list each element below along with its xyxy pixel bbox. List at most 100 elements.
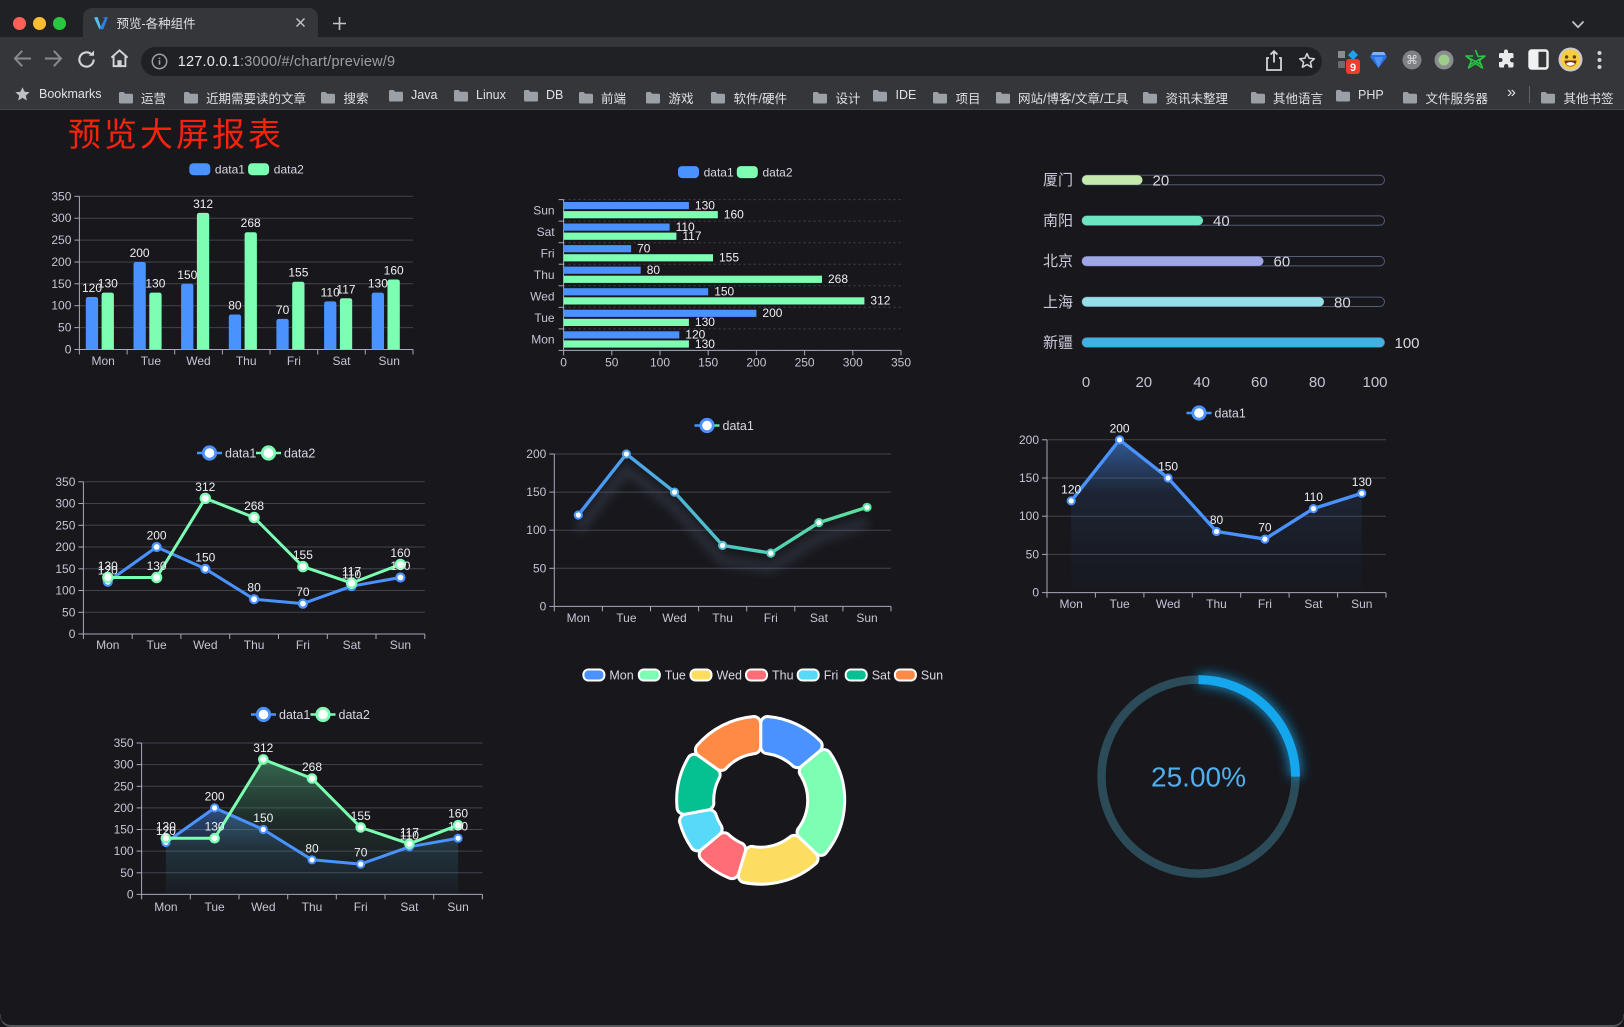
svg-text:Wed: Wed	[662, 611, 686, 625]
svg-text:20: 20	[1153, 173, 1170, 190]
svg-text:data1: data1	[704, 165, 734, 179]
svg-text:130: 130	[695, 315, 715, 329]
svg-text:130: 130	[205, 820, 225, 834]
svg-text:50: 50	[605, 356, 619, 370]
svg-text:Fri: Fri	[296, 638, 310, 652]
svg-text:Fri: Fri	[1258, 597, 1272, 611]
svg-text:117: 117	[336, 282, 355, 296]
svg-text:268: 268	[828, 272, 848, 286]
svg-text:200: 200	[130, 246, 150, 260]
svg-text:150: 150	[51, 277, 71, 291]
svg-text:0: 0	[65, 343, 72, 357]
svg-text:Thu: Thu	[534, 268, 555, 282]
svg-text:100: 100	[114, 844, 134, 858]
svg-text:130: 130	[695, 337, 715, 351]
svg-text:350: 350	[114, 736, 134, 750]
svg-text:50: 50	[58, 321, 72, 335]
svg-text:50: 50	[62, 605, 76, 619]
svg-text:268: 268	[244, 499, 264, 513]
svg-text:Tue: Tue	[141, 354, 162, 368]
svg-text:Tue: Tue	[146, 638, 167, 652]
svg-text:Sat: Sat	[1304, 597, 1323, 611]
svg-text:Sat: Sat	[810, 611, 829, 625]
svg-text:80: 80	[247, 581, 261, 595]
svg-text:300: 300	[51, 211, 71, 225]
svg-text:200: 200	[55, 540, 75, 554]
svg-text:100: 100	[55, 584, 75, 598]
svg-text:新疆: 新疆	[1043, 334, 1073, 351]
svg-text:Sat: Sat	[343, 638, 362, 652]
svg-text:200: 200	[526, 447, 546, 461]
svg-text:250: 250	[795, 356, 815, 370]
svg-text:312: 312	[193, 197, 213, 211]
svg-text:Mon: Mon	[96, 638, 119, 652]
svg-text:0: 0	[127, 887, 134, 901]
svg-text:110: 110	[321, 285, 340, 299]
svg-text:130: 130	[695, 198, 715, 212]
svg-text:40: 40	[1213, 213, 1230, 230]
svg-text:70: 70	[276, 303, 290, 317]
svg-text:160: 160	[390, 546, 410, 560]
svg-text:117: 117	[400, 825, 419, 839]
svg-text:60: 60	[1274, 254, 1291, 271]
svg-text:厦门: 厦门	[1043, 172, 1073, 189]
svg-text:150: 150	[253, 811, 273, 825]
svg-text:200: 200	[762, 306, 782, 320]
svg-text:70: 70	[637, 242, 651, 256]
svg-text:70: 70	[1258, 521, 1272, 535]
svg-text:Sun: Sun	[921, 669, 943, 683]
svg-text:200: 200	[746, 356, 766, 370]
svg-text:Tue: Tue	[616, 611, 637, 625]
svg-text:Mon: Mon	[609, 669, 633, 683]
svg-text:Tue: Tue	[665, 669, 686, 683]
svg-text:Sat: Sat	[537, 225, 556, 239]
svg-text:70: 70	[354, 846, 368, 860]
svg-text:200: 200	[1019, 433, 1039, 447]
svg-text:350: 350	[51, 189, 71, 203]
svg-text:200: 200	[205, 789, 225, 803]
svg-text:Tue: Tue	[204, 900, 225, 914]
svg-text:Mon: Mon	[1060, 597, 1083, 611]
svg-text:250: 250	[114, 779, 134, 793]
svg-text:Sun: Sun	[1351, 597, 1372, 611]
svg-text:80: 80	[305, 841, 319, 855]
svg-text:312: 312	[870, 294, 890, 308]
svg-text:110: 110	[342, 568, 361, 582]
svg-text:350: 350	[891, 356, 911, 370]
svg-text:130: 130	[368, 277, 388, 291]
svg-text:Tue: Tue	[1109, 597, 1130, 611]
svg-text:300: 300	[843, 356, 863, 370]
svg-text:130: 130	[147, 559, 167, 573]
svg-text:150: 150	[195, 550, 215, 564]
svg-text:Sun: Sun	[390, 638, 411, 652]
svg-text:117: 117	[342, 565, 361, 579]
svg-text:data2: data2	[284, 447, 315, 461]
svg-text:Tue: Tue	[534, 311, 555, 325]
svg-text:50: 50	[120, 866, 134, 880]
svg-text:155: 155	[351, 809, 371, 823]
svg-text:data2: data2	[763, 165, 793, 179]
svg-text:150: 150	[1158, 460, 1178, 474]
svg-text:100: 100	[526, 523, 546, 537]
svg-text:100: 100	[1019, 509, 1039, 523]
svg-text:⌘: ⌘	[1406, 53, 1418, 67]
svg-text:200: 200	[1110, 421, 1130, 435]
svg-text:50: 50	[1026, 547, 1040, 561]
svg-text:268: 268	[302, 760, 322, 774]
svg-text:155: 155	[288, 266, 308, 280]
svg-text:120: 120	[685, 328, 705, 342]
svg-text:0: 0	[1032, 586, 1039, 600]
svg-text:Wed: Wed	[717, 669, 743, 683]
svg-text:350: 350	[55, 475, 75, 489]
svg-text:80: 80	[647, 263, 661, 277]
svg-text:300: 300	[55, 497, 75, 511]
svg-text:Fri: Fri	[354, 900, 368, 914]
svg-text:200: 200	[51, 255, 71, 269]
svg-text:150: 150	[526, 485, 546, 499]
svg-text:北京: 北京	[1043, 253, 1073, 270]
svg-text:150: 150	[1019, 471, 1039, 485]
svg-text:data1: data1	[1215, 407, 1246, 421]
svg-text:160: 160	[724, 208, 744, 222]
svg-text:Sat: Sat	[872, 669, 891, 683]
svg-text:268: 268	[241, 216, 261, 230]
